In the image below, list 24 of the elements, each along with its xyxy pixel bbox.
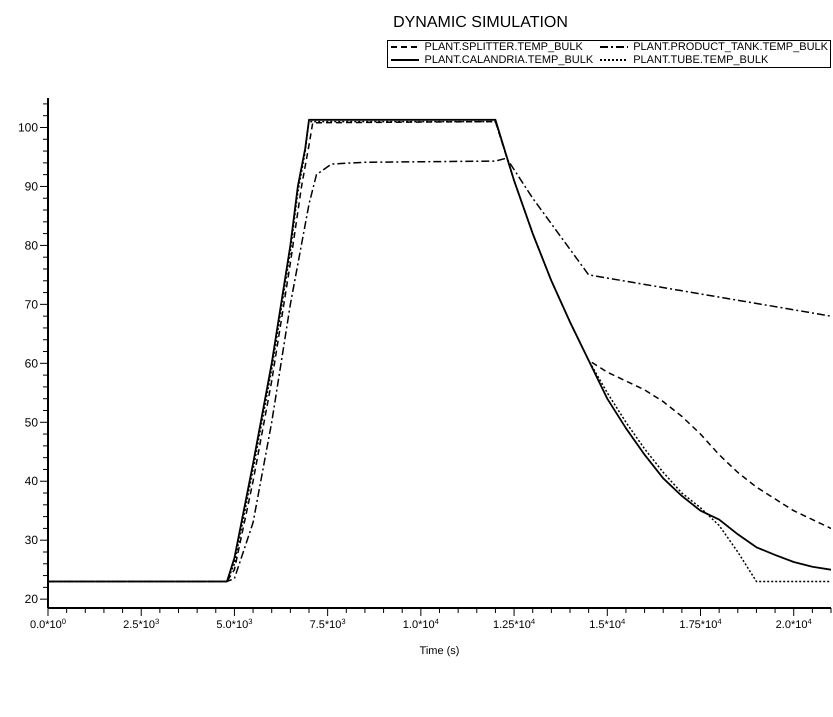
x-tick-label: 1.5*10$^{4}$	[589, 616, 626, 631]
chart-title: DYNAMIC SIMULATION	[392, 13, 569, 33]
x-tick-label: 2.5*10$^{3}$	[123, 616, 160, 631]
x-tick-label: 1.75*10$^{4}$	[679, 616, 722, 631]
x-tick-label: 1.0*10$^{4}$	[402, 616, 440, 631]
x-tick-label: 0.0*10$^{0}$	[30, 616, 66, 631]
x-axis-title: Time (s)	[420, 645, 460, 657]
legend-label: PLANT.CALANDRIA.TEMP_BULK	[424, 54, 594, 66]
y-tick-label: 100	[18, 120, 38, 134]
x-tick-label: 1.25*10$^{4}$	[492, 616, 536, 631]
x-tick-label: 7.5*10$^{3}$	[310, 616, 346, 631]
x-tick-label: 5.0*10$^{3}$	[216, 616, 252, 631]
y-tick-label: 90	[24, 179, 38, 194]
y-tick-label: 70	[24, 297, 38, 312]
y-tick-label: 50	[24, 415, 38, 430]
legend-label: PLANT.SPLITTER.TEMP_BULK	[424, 41, 583, 53]
legend-label: PLANT.TUBE.TEMP_BULK	[633, 54, 768, 66]
x-tick-label: 2.0*10$^{4}$	[776, 616, 812, 631]
y-tick-label: 40	[24, 474, 38, 488]
y-tick-label: 80	[24, 238, 38, 252]
y-tick-label: 30	[24, 533, 38, 548]
legend-label: PLANT.PRODUCT_TANK.TEMP_BULK	[633, 41, 828, 53]
y-tick-label: 60	[24, 356, 38, 370]
y-tick-label: 20	[24, 592, 38, 606]
